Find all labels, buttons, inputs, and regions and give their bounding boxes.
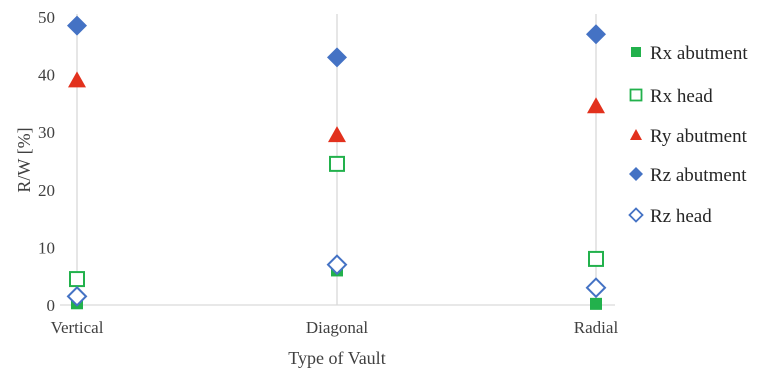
y-tick-label: 40 [38,66,55,85]
point-rz-head-vertical [66,285,88,307]
legend-label: Rx head [650,86,713,107]
legend-label: Rx abutment [650,43,748,64]
point-rz-head-diagonal [326,254,348,276]
legend: Rx abutment Rx head Ry abutment Rz abutment… [628,43,748,227]
y-axis-title: R/W [%] [14,127,34,192]
legend-marker [629,88,643,102]
y-axis-ticks: 0 10 20 30 40 50 [38,8,55,315]
y-tick-label: 10 [38,238,55,257]
y-tick-label: 50 [38,8,55,27]
point-rz-abutment-vertical [67,15,87,36]
legend-item: Rz head [628,206,712,227]
x-tick-label-diagonal: Diagonal [306,318,369,337]
series-rz-abutment [67,15,606,68]
point-ry-abutment-radial [587,97,605,114]
point-rz-head-radial [585,277,607,299]
point-ry-abutment-diagonal [328,126,346,143]
series-rx-head [69,155,604,288]
legend-label: Rz head [650,206,712,227]
legend-marker [631,47,641,57]
point-rx-head-diagonal [329,155,345,172]
y-tick-label: 30 [38,123,55,142]
point-rz-abutment-diagonal [327,47,347,68]
legend-marker [629,167,643,181]
y-tick-label: 20 [38,181,55,200]
legend-marker [628,207,644,223]
point-rz-abutment-radial [586,24,606,45]
series-rz-head [66,254,607,307]
legend-item: Ry abutment [630,126,748,147]
legend-label: Ry abutment [650,126,748,147]
series-ry-abutment [68,71,605,143]
x-tick-label-vertical: Vertical [51,318,104,337]
data-points [66,15,607,310]
point-ry-abutment-vertical [68,71,86,88]
x-tick-label-radial: Radial [574,318,619,337]
y-tick-label: 0 [47,296,56,315]
legend-item: Rx head [629,86,713,107]
legend-marker [630,129,642,140]
legend-label: Rz abutment [650,165,747,186]
point-rx-head-radial [588,250,604,267]
point-rx-abutment-radial [590,297,602,310]
x-axis-title: Type of Vault [288,348,385,368]
legend-item: Rx abutment [631,43,748,64]
legend-item: Rz abutment [629,165,747,186]
point-rx-head-vertical [69,271,85,288]
x-axis-ticks: Vertical Diagonal Radial [51,318,619,337]
